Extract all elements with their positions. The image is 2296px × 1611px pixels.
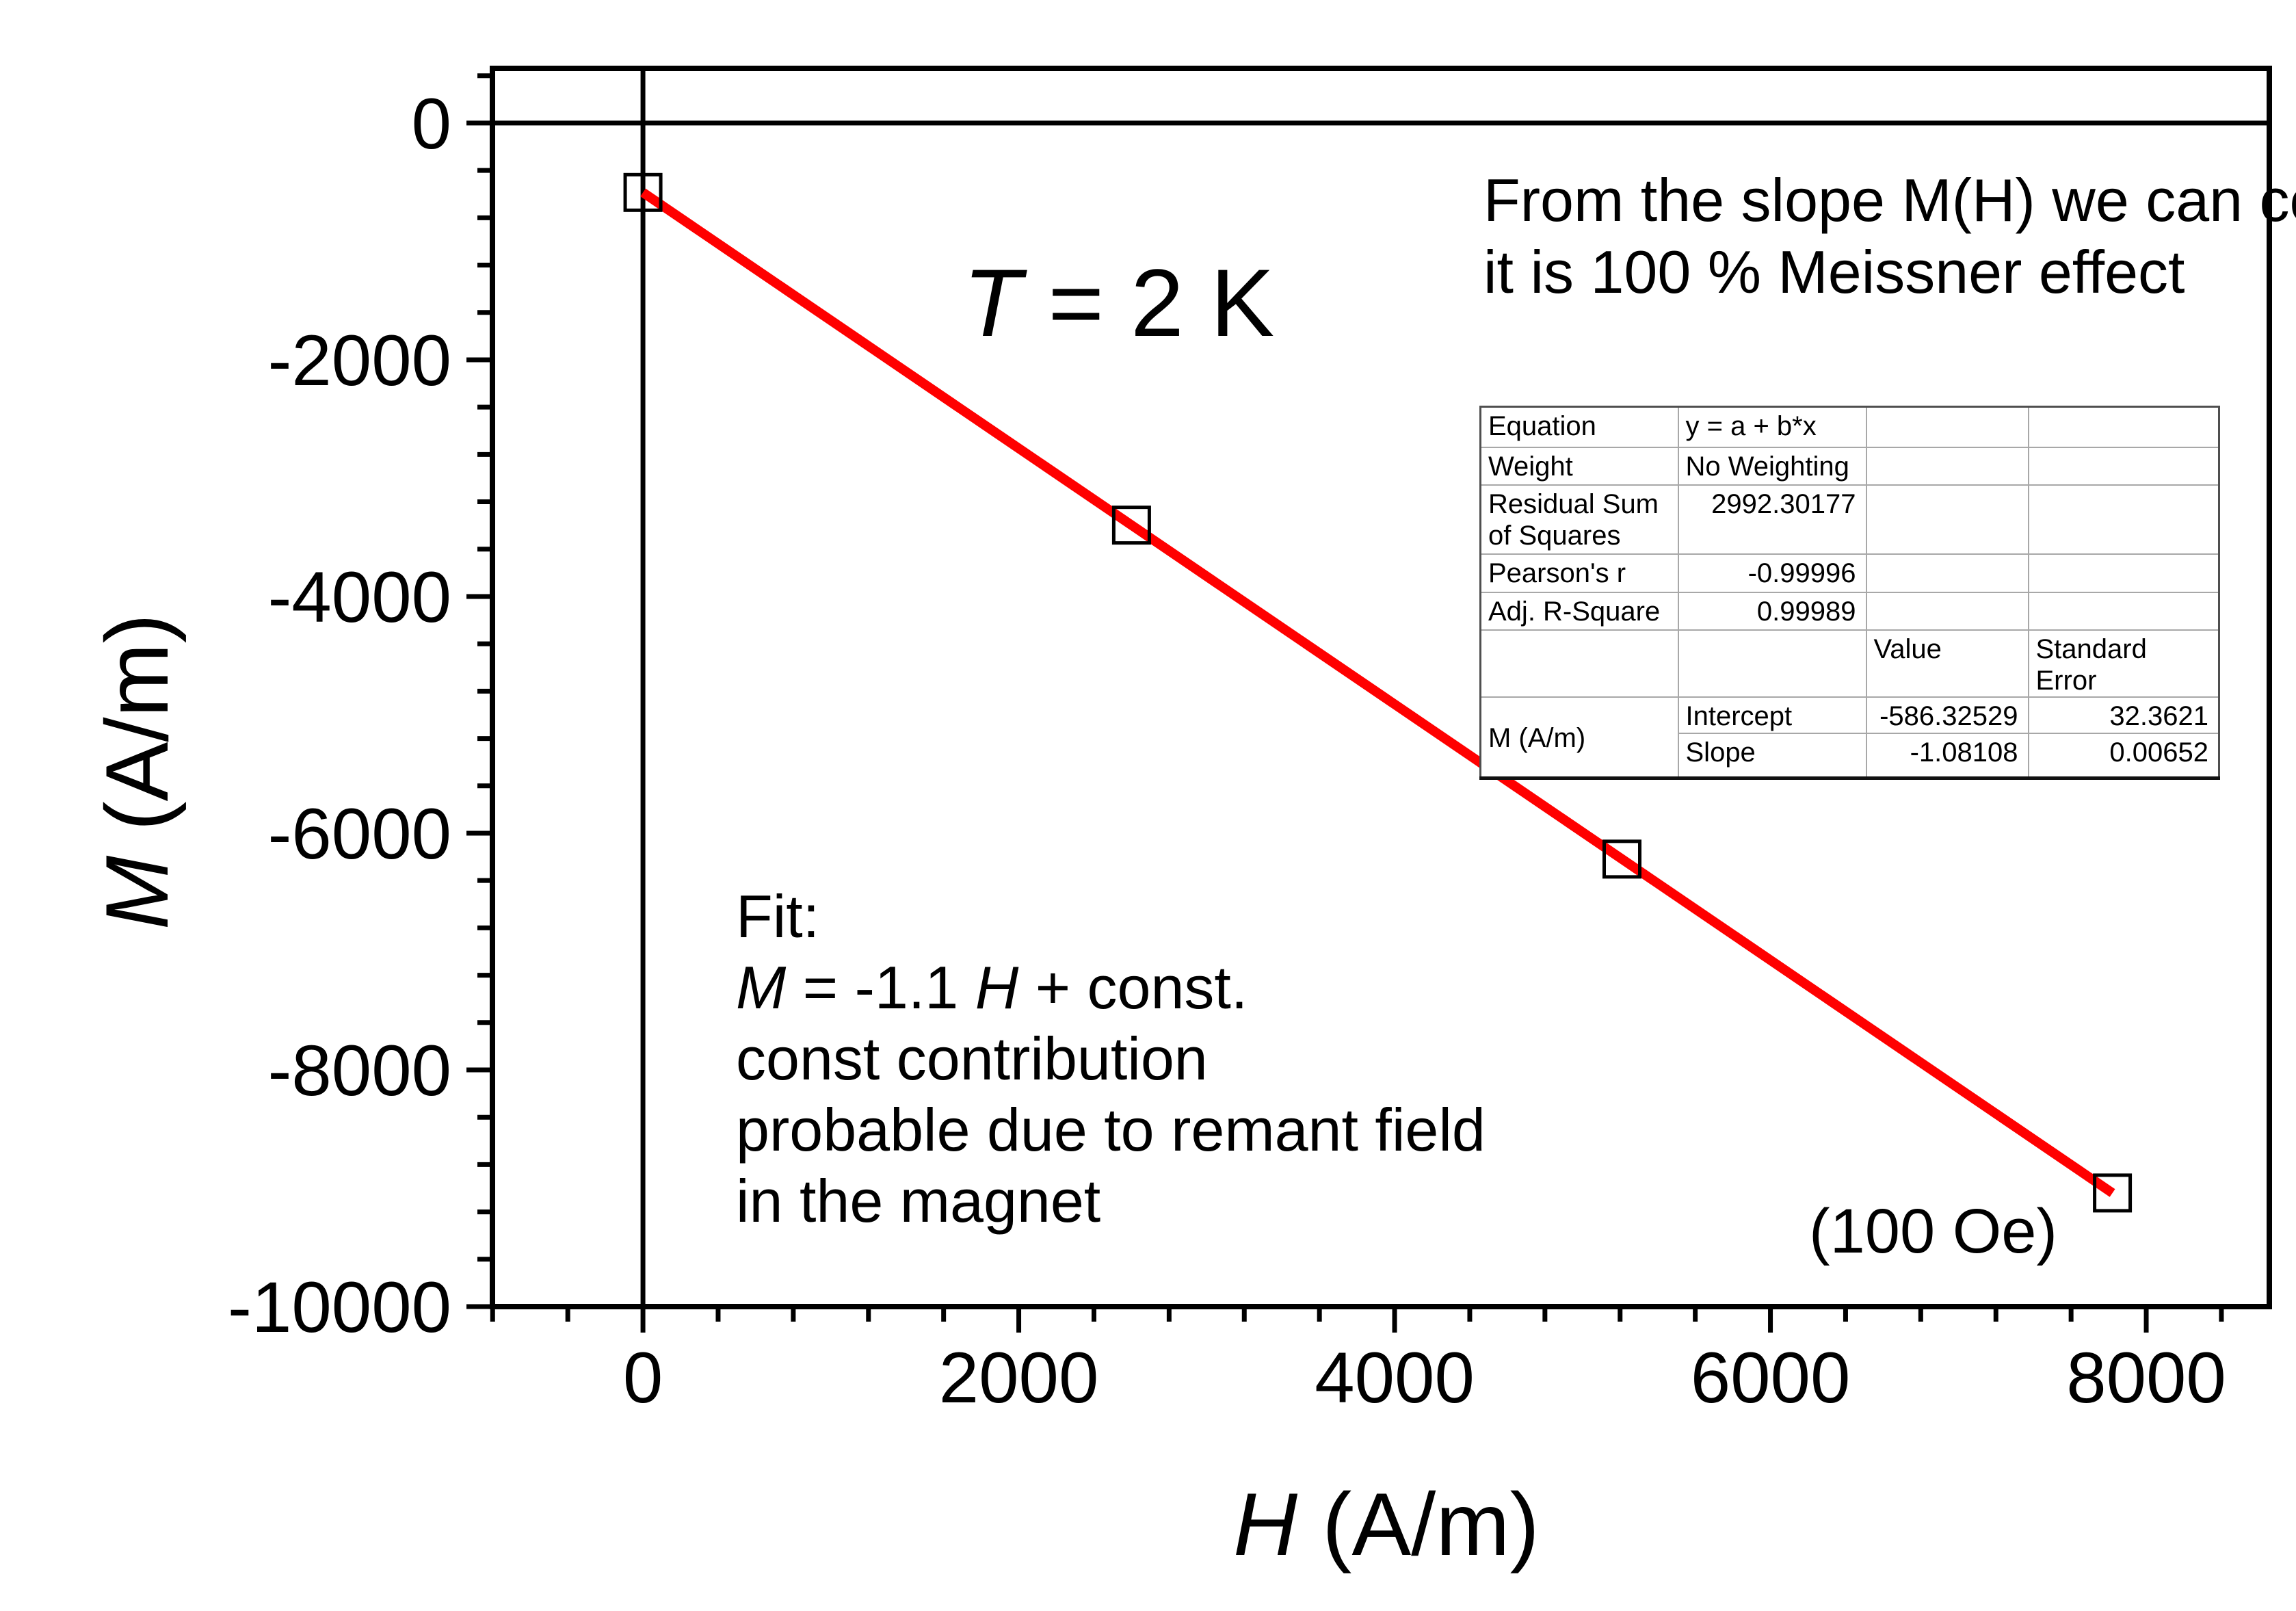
x-tick-label: 4000 [1315, 1338, 1475, 1418]
y-tick-label: -8000 [267, 1031, 451, 1111]
x-tick-label: 8000 [2066, 1338, 2226, 1418]
text-part: = -1.1 [786, 954, 975, 1021]
stats-row: Value Standard Error [1479, 629, 2220, 698]
text-part: (A/m) [1297, 1474, 1540, 1574]
y-tick-label: 0 [412, 84, 451, 164]
stats-row: Slope -1.08108 0.00652 [1481, 732, 2220, 779]
stats-cell: Weight [1479, 446, 1679, 486]
annotation-line: it is 100 % Meissner effect [1483, 236, 2296, 308]
text-part: (A/m) [87, 613, 187, 856]
data-point-marker [1111, 506, 1151, 545]
stats-row: Weight No Weighting [1479, 446, 2220, 486]
text-part: probable due to remant field [736, 1096, 1486, 1164]
text-part: M [736, 954, 787, 1021]
stats-cell: Intercept [1677, 696, 1867, 734]
y-tick-label: -10000 [228, 1268, 451, 1348]
text-part: const contribution [736, 1025, 1208, 1092]
stats-cell: 0.00652 [2027, 732, 2220, 779]
text-part: in the magnet [736, 1167, 1101, 1235]
text-part: M [87, 855, 187, 930]
text-part: H [975, 954, 1019, 1021]
stats-cell: Slope [1677, 732, 1867, 779]
stats-cell [2027, 446, 2220, 486]
y-axis-title: M (A/m) [87, 614, 187, 930]
y-tick-label: -2000 [267, 321, 451, 401]
data-point-marker [623, 172, 663, 212]
stats-cell: Equation [1479, 406, 1679, 448]
stats-cell: Pearson's r [1479, 553, 1679, 593]
data-point-marker [1602, 839, 1641, 879]
annotation-line: From the slope M(H) we can co [1483, 164, 2296, 236]
data-point-marker [2093, 1173, 2133, 1213]
stats-cell [1865, 406, 2029, 448]
text-part: Fit: [736, 882, 820, 950]
stats-row: M (A/m) Intercept -586.32529 32.3621 [1479, 696, 2220, 779]
stats-cell [2027, 553, 2220, 593]
fit-line [640, 188, 2115, 1197]
stats-row: Equation y = a + b*x [1479, 406, 2220, 448]
stats-cell [1677, 629, 1867, 698]
stats-cell [2027, 591, 2220, 631]
x-tick-label: 2000 [939, 1338, 1099, 1418]
stats-cell: Residual Sum of Squares [1479, 484, 1679, 555]
stats-cell: -0.99996 [1677, 553, 1867, 593]
annotation-line: const contribution [736, 1023, 1486, 1095]
stats-row: Residual Sum of Squares 2992.30177 [1479, 484, 2220, 555]
y-tick-label: -6000 [267, 794, 451, 874]
annotation-line: probable due to remant field [736, 1095, 1486, 1166]
stats-cell [1865, 446, 2029, 486]
meissner-note: From the slope M(H) we can co it is 100 %… [1483, 164, 2296, 308]
stats-cell [2027, 484, 2220, 555]
stats-cell: y = a + b*x [1677, 406, 1867, 448]
stats-cell [2027, 406, 2220, 448]
x-tick-label: 6000 [1691, 1338, 1851, 1418]
text-part: it is 100 % Meissner effect [1483, 238, 2185, 306]
stats-table: Equation y = a + b*x Weight No Weighting Res… [1479, 406, 2220, 780]
x-axis-title: H (A/m) [1233, 1478, 1540, 1571]
stats-row: Adj. R-Square 0.99989 [1479, 591, 2220, 631]
text-part: = 2 K [1021, 249, 1275, 356]
stats-cell [1865, 553, 2029, 593]
text-part: From the slope M(H) we can co [1483, 166, 2296, 234]
x-tick-label: 0 [623, 1338, 663, 1418]
temperature-annotation: T = 2 K [963, 253, 1274, 353]
annotation-line: Fit: [736, 881, 1486, 952]
stats-cell: Value [1865, 629, 2029, 698]
text-part: + const. [1018, 954, 1248, 1021]
stats-cell: No Weighting [1677, 446, 1867, 486]
fit-explanation-note: Fit: M = -1.1 H + const. const contributio… [736, 881, 1486, 1237]
annotation-line: M = -1.1 H + const. [736, 952, 1486, 1023]
plot-frame [490, 66, 2272, 1309]
text-part: T [963, 249, 1022, 356]
stats-cell: M (A/m) [1479, 696, 1679, 779]
stats-cell [1865, 591, 2029, 631]
stats-cell: Adj. R-Square [1479, 591, 1679, 631]
stats-cell: Standard Error [2027, 629, 2220, 698]
stats-cell: 2992.30177 [1677, 484, 1867, 555]
stats-row: Pearson's r -0.99996 [1479, 553, 2220, 593]
stats-cell: -586.32529 [1865, 696, 2029, 734]
stats-cell: -1.08108 [1865, 732, 2029, 779]
annotation-line: in the magnet [736, 1166, 1486, 1237]
stats-cell [1865, 484, 2029, 555]
field-value-label: (100 Oe) [1809, 1196, 2058, 1266]
y-tick-label: -4000 [267, 558, 451, 638]
stats-cell: 32.3621 [2027, 696, 2220, 734]
stats-cell [1479, 629, 1679, 698]
stats-cell: 0.99989 [1677, 591, 1867, 631]
text-part: H [1233, 1474, 1298, 1574]
